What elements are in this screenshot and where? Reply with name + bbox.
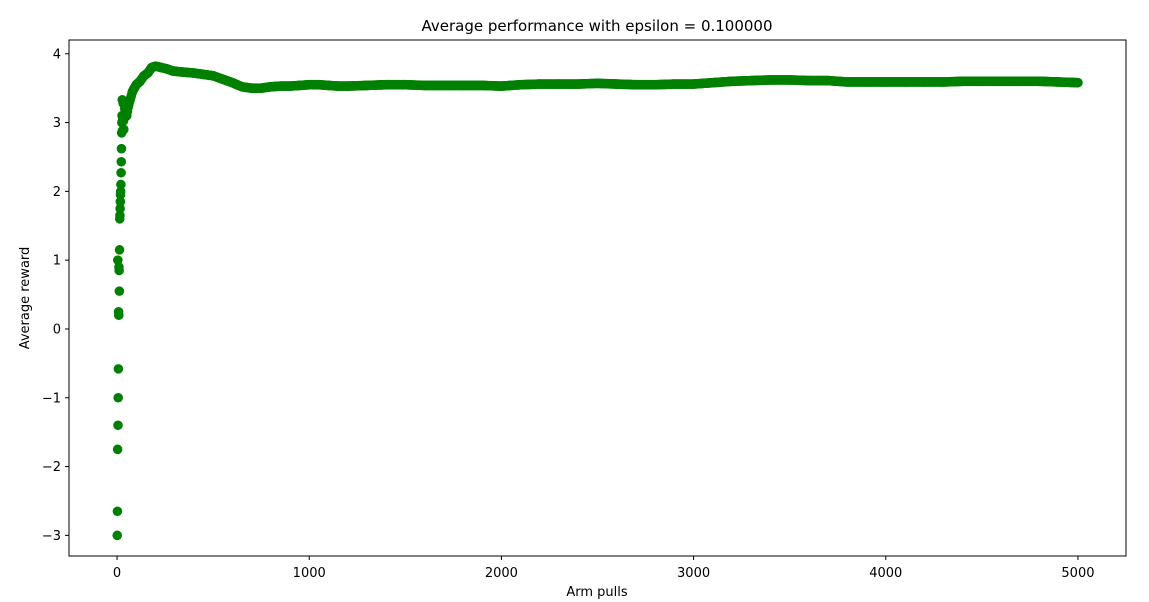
data-point: [114, 265, 124, 276]
y-tick-label: 2: [53, 185, 61, 200]
y-axis: −3 −2 −1 0 1 2 3 4: [42, 47, 69, 544]
data-point: [116, 143, 127, 154]
y-tick-label: 4: [53, 47, 61, 62]
data-points: [112, 61, 1083, 541]
data-point: [112, 444, 123, 455]
x-tick-label: 3000: [677, 566, 710, 581]
x-tick-label: 5000: [1061, 566, 1094, 581]
y-axis-label: Average reward: [18, 247, 33, 350]
data-point: [112, 506, 123, 517]
data-point: [116, 156, 127, 167]
data-point: [114, 245, 125, 255]
data-point: [115, 203, 125, 214]
y-tick-label: −3: [42, 529, 61, 544]
x-tick-label: 4000: [869, 566, 902, 581]
data-point: [112, 530, 123, 541]
x-tick-label: 2000: [485, 566, 518, 581]
y-tick-label: −1: [42, 391, 61, 406]
x-axis-label: Arm pulls: [566, 585, 628, 600]
data-point: [115, 210, 125, 221]
plot-frame: [68, 39, 1127, 557]
data-point: [113, 310, 124, 321]
chart-title: Average performance with epsilon = 0.100…: [421, 17, 772, 35]
data-point: [115, 186, 126, 197]
data-point: [118, 124, 129, 135]
x-tick-label: 0: [113, 566, 121, 581]
data-point: [113, 392, 123, 403]
y-tick-label: 1: [53, 254, 61, 269]
x-tick-label: 1000: [293, 566, 326, 581]
data-point: [116, 179, 126, 190]
y-tick-label: 0: [53, 322, 61, 337]
data-point: [113, 420, 123, 431]
data-point: [1072, 77, 1083, 88]
data-point: [114, 286, 125, 296]
y-tick-label: −2: [42, 460, 61, 475]
y-tick-label: 3: [53, 116, 61, 131]
data-point: [115, 196, 126, 207]
x-axis: 0 1000 2000 3000 4000 5000: [113, 556, 1095, 581]
data-point: [113, 364, 124, 374]
data-point: [116, 167, 126, 178]
